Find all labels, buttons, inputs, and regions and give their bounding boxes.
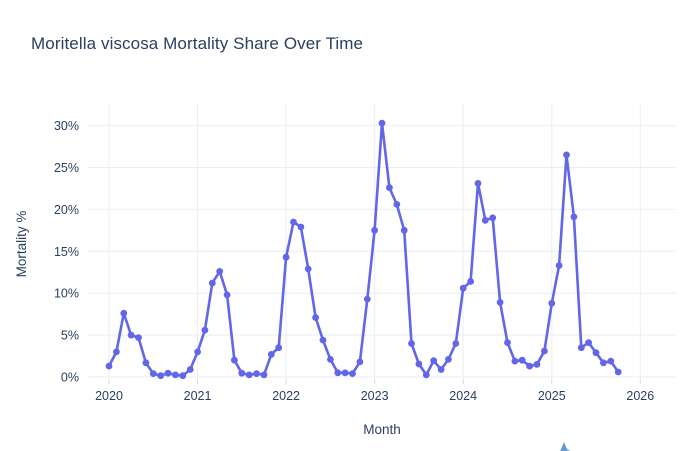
data-point[interactable] — [275, 344, 283, 352]
data-point[interactable] — [253, 370, 260, 377]
data-point[interactable] — [474, 180, 482, 187]
data-point[interactable] — [164, 369, 172, 377]
data-point[interactable] — [430, 357, 438, 365]
y-tick-label: 10% — [54, 287, 79, 301]
data-point[interactable] — [548, 299, 556, 307]
data-point[interactable] — [467, 278, 474, 285]
data-point[interactable] — [459, 284, 467, 292]
x-tick-label: 2022 — [272, 389, 300, 403]
data-point[interactable] — [327, 356, 334, 363]
data-point[interactable] — [378, 119, 386, 127]
y-tick-label: 15% — [54, 245, 79, 259]
y-tick-label: 5% — [61, 329, 79, 343]
data-point[interactable] — [186, 366, 194, 373]
data-point[interactable] — [172, 371, 179, 379]
data-point[interactable] — [541, 347, 548, 355]
x-tick-label: 2023 — [361, 389, 389, 403]
data-point[interactable] — [208, 279, 216, 287]
x-axis-tick-labels: 2020 2021 2022 2023 2024 2025 2026 — [95, 389, 654, 403]
data-point[interactable] — [489, 214, 497, 222]
data-point[interactable] — [223, 291, 231, 299]
data-point[interactable] — [415, 360, 423, 368]
mortality-series-points — [105, 119, 622, 380]
data-point[interactable] — [120, 309, 128, 317]
data-point[interactable] — [563, 151, 570, 159]
data-point[interactable] — [297, 223, 305, 231]
data-point[interactable] — [504, 339, 511, 346]
data-point[interactable] — [607, 357, 615, 365]
data-point[interactable] — [526, 362, 533, 370]
data-point[interactable] — [260, 371, 268, 379]
data-point[interactable] — [452, 340, 460, 347]
data-point[interactable] — [304, 265, 312, 273]
data-point[interactable] — [614, 368, 622, 376]
data-point[interactable] — [149, 370, 157, 377]
data-point[interactable] — [290, 218, 297, 226]
data-point[interactable] — [577, 344, 585, 352]
mortality-series-line — [107, 121, 620, 377]
horizontal-gridlines — [88, 125, 676, 378]
data-point[interactable] — [445, 356, 452, 363]
data-point[interactable] — [408, 340, 415, 347]
data-point[interactable] — [319, 336, 327, 344]
data-point[interactable] — [157, 372, 165, 380]
y-axis-tick-labels: 0% 5% 10% 15% 20% 25% 30% — [54, 119, 79, 384]
chart-title: Moritella viscosa Mortality Share Over T… — [31, 34, 364, 53]
data-point[interactable] — [282, 253, 290, 261]
data-point[interactable] — [105, 362, 113, 370]
y-tick-label: 30% — [54, 119, 79, 133]
data-point[interactable] — [349, 370, 356, 377]
brand-logo-icon — [560, 442, 571, 451]
x-tick-label: 2025 — [538, 389, 566, 403]
x-axis-ticks — [108, 379, 641, 384]
data-point[interactable] — [393, 201, 401, 208]
data-point[interactable] — [518, 356, 526, 364]
data-point[interactable] — [481, 216, 489, 224]
data-point[interactable] — [179, 372, 187, 380]
data-point[interactable] — [585, 339, 592, 346]
y-tick-label: 0% — [61, 371, 79, 385]
data-point[interactable] — [312, 314, 319, 321]
y-tick-label: 25% — [54, 161, 79, 175]
data-point[interactable] — [201, 326, 209, 334]
x-tick-label: 2026 — [626, 389, 654, 403]
data-point[interactable] — [511, 357, 519, 365]
data-point[interactable] — [341, 369, 349, 377]
data-point[interactable] — [231, 356, 238, 364]
data-point[interactable] — [194, 348, 202, 356]
data-point[interactable] — [267, 351, 275, 358]
data-point[interactable] — [422, 371, 430, 379]
brand-watermark[interactable] — [557, 441, 648, 451]
data-point[interactable] — [216, 268, 224, 275]
data-point[interactable] — [496, 299, 504, 306]
x-tick-label: 2024 — [449, 389, 477, 403]
data-point[interactable] — [533, 361, 541, 368]
x-axis-title: Month — [363, 422, 401, 437]
data-point[interactable] — [600, 359, 607, 367]
data-point[interactable] — [135, 334, 142, 341]
data-point[interactable] — [400, 226, 408, 234]
y-tick-label: 20% — [54, 203, 79, 217]
data-point[interactable] — [592, 349, 600, 357]
data-point[interactable] — [570, 213, 578, 221]
data-point[interactable] — [363, 295, 371, 303]
vertical-gridlines — [108, 104, 641, 379]
data-point[interactable] — [127, 331, 135, 339]
data-point[interactable] — [238, 369, 246, 377]
data-point[interactable] — [142, 359, 150, 367]
data-point[interactable] — [356, 358, 364, 366]
y-axis-title: Mortality % — [14, 210, 29, 278]
data-point[interactable] — [437, 366, 445, 373]
data-point[interactable] — [334, 369, 342, 377]
x-tick-label: 2020 — [95, 389, 123, 403]
data-point[interactable] — [386, 184, 393, 192]
data-point[interactable] — [371, 226, 378, 234]
data-point[interactable] — [245, 371, 253, 379]
data-point[interactable] — [113, 348, 120, 356]
x-tick-label: 2021 — [184, 389, 212, 403]
data-point[interactable] — [555, 262, 563, 269]
